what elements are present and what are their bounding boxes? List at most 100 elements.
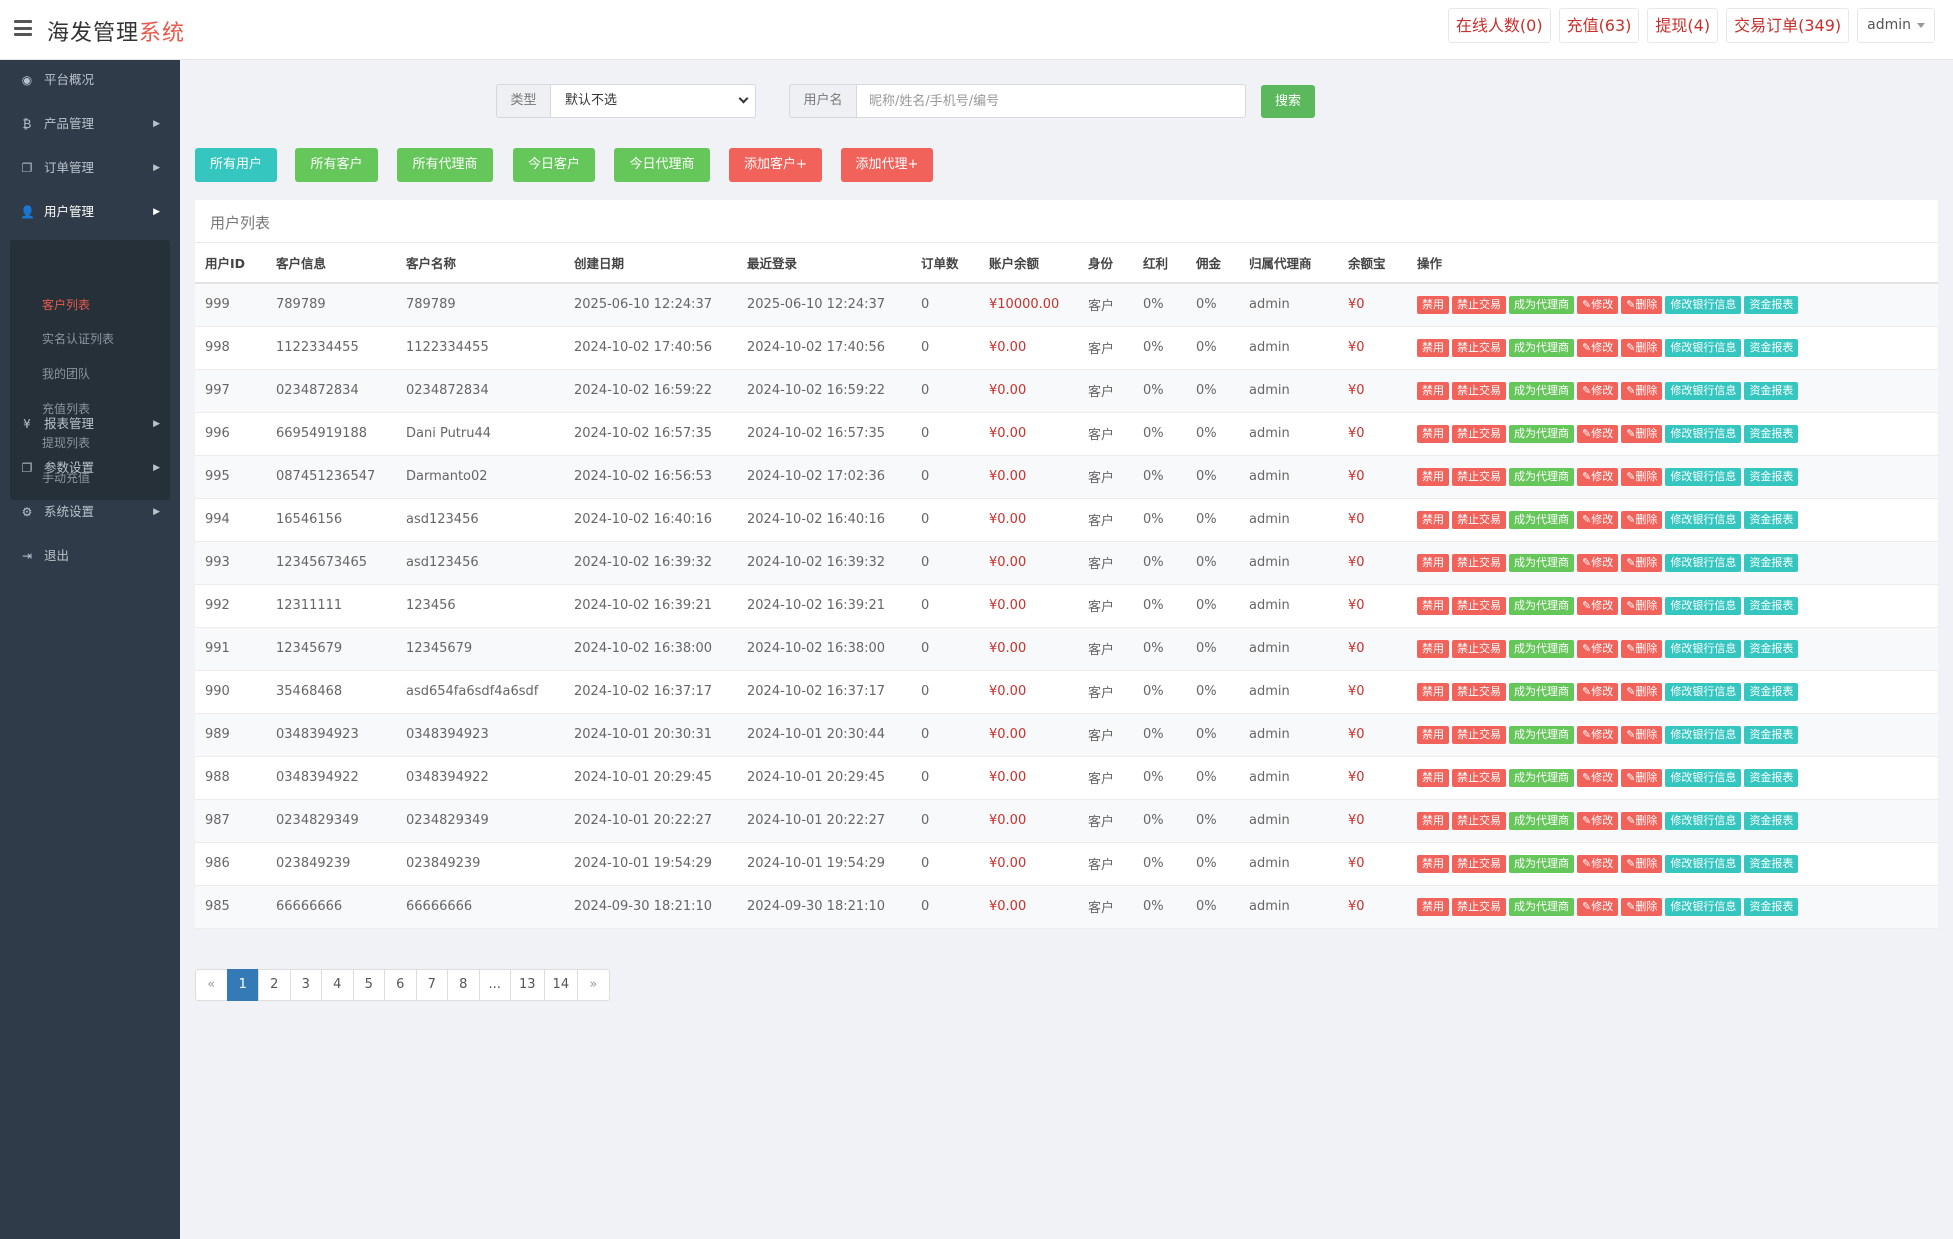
funds-report-button[interactable]: 资金报表 [1744,338,1799,357]
trade-orders-link[interactable]: 交易订单(349) [1726,8,1850,43]
page-button[interactable]: 2 [258,969,291,1001]
edit-button[interactable]: ✎修改 [1577,295,1619,314]
today-agents-button[interactable]: 今日代理商 [614,148,710,182]
delete-button[interactable]: ✎删除 [1621,811,1663,830]
edit-button[interactable]: ✎修改 [1577,596,1619,615]
delete-button[interactable]: ✎删除 [1621,295,1663,314]
disable-button[interactable]: 禁用 [1417,811,1449,830]
make-agent-button[interactable]: 成为代理商 [1509,811,1574,830]
sidebar-item-4[interactable]: 👤 用户管理 ▶ [10,192,170,232]
add-agent-button[interactable]: 添加代理+ [841,148,933,182]
edit-bank-info-button[interactable]: 修改银行信息 [1665,381,1742,400]
withdraw-count-link[interactable]: 提现(4) [1647,8,1719,43]
page-button[interactable]: 1 [226,969,259,1001]
make-agent-button[interactable]: 成为代理商 [1509,553,1574,572]
sidebar-item-8[interactable]: ⇥ 退出 [0,536,180,576]
funds-report-button[interactable]: 资金报表 [1744,424,1799,443]
ban-trading-button[interactable]: 禁止交易 [1452,510,1506,529]
ban-trading-button[interactable]: 禁止交易 [1452,295,1506,314]
make-agent-button[interactable]: 成为代理商 [1509,854,1574,873]
ban-trading-button[interactable]: 禁止交易 [1452,338,1506,357]
funds-report-button[interactable]: 资金报表 [1744,768,1799,787]
sidebar-item-2[interactable]: ₿ 产品管理 ▶ [0,104,180,144]
edit-bank-info-button[interactable]: 修改银行信息 [1665,682,1742,701]
recharge-count-link[interactable]: 充值(63) [1558,8,1640,43]
page-button[interactable]: ... [478,969,511,1001]
funds-report-button[interactable]: 资金报表 [1744,553,1799,572]
sidebar-item-6[interactable]: ❐ 参数设置 ▶ [0,448,180,488]
delete-button[interactable]: ✎删除 [1621,596,1663,615]
delete-button[interactable]: ✎删除 [1621,725,1663,744]
edit-bank-info-button[interactable]: 修改银行信息 [1665,854,1742,873]
page-button[interactable]: 7 [415,969,448,1001]
make-agent-button[interactable]: 成为代理商 [1509,295,1574,314]
make-agent-button[interactable]: 成为代理商 [1509,424,1574,443]
funds-report-button[interactable]: 资金报表 [1744,295,1799,314]
make-agent-button[interactable]: 成为代理商 [1509,596,1574,615]
user-menu-dropdown[interactable]: admin [1857,8,1935,43]
edit-bank-info-button[interactable]: 修改银行信息 [1665,811,1742,830]
sidebar-item-5[interactable]: ¥ 报表管理 ▶ [0,404,180,444]
ban-trading-button[interactable]: 禁止交易 [1452,768,1506,787]
funds-report-button[interactable]: 资金报表 [1744,854,1799,873]
edit-button[interactable]: ✎修改 [1577,467,1619,486]
funds-report-button[interactable]: 资金报表 [1744,467,1799,486]
disable-button[interactable]: 禁用 [1417,338,1449,357]
add-customer-button[interactable]: 添加客户+ [729,148,822,182]
sidebar-subitem-2[interactable]: 实名认证列表 [42,332,115,346]
edit-bank-info-button[interactable]: 修改银行信息 [1665,639,1742,658]
type-select[interactable]: 默认不选 [551,84,756,118]
make-agent-button[interactable]: 成为代理商 [1509,682,1574,701]
disable-button[interactable]: 禁用 [1417,295,1449,314]
page-button[interactable]: 5 [352,969,385,1001]
all-agents-button[interactable]: 所有代理商 [397,148,493,182]
edit-bank-info-button[interactable]: 修改银行信息 [1665,553,1742,572]
delete-button[interactable]: ✎删除 [1621,338,1663,357]
all-customers-button[interactable]: 所有客户 [295,148,378,182]
next-page-button[interactable]: » [577,969,610,1001]
ban-trading-button[interactable]: 禁止交易 [1452,897,1506,916]
edit-button[interactable]: ✎修改 [1577,811,1619,830]
disable-button[interactable]: 禁用 [1417,467,1449,486]
disable-button[interactable]: 禁用 [1417,639,1449,658]
edit-button[interactable]: ✎修改 [1577,381,1619,400]
prev-page-button[interactable]: « [195,969,228,1001]
funds-report-button[interactable]: 资金报表 [1744,639,1799,658]
funds-report-button[interactable]: 资金报表 [1744,897,1799,916]
sidebar-subitem-6[interactable]: 手动充值 [42,471,91,485]
page-button[interactable]: 13 [510,969,545,1001]
page-button[interactable]: 14 [543,969,579,1001]
delete-button[interactable]: ✎删除 [1621,510,1663,529]
edit-bank-info-button[interactable]: 修改银行信息 [1665,510,1742,529]
edit-bank-info-button[interactable]: 修改银行信息 [1665,897,1742,916]
edit-button[interactable]: ✎修改 [1577,338,1619,357]
sidebar-subitem-3[interactable]: 我的团队 [42,367,91,381]
menu-toggle-icon[interactable] [14,20,32,36]
ban-trading-button[interactable]: 禁止交易 [1452,381,1506,400]
page-button[interactable]: 8 [447,969,480,1001]
ban-trading-button[interactable]: 禁止交易 [1452,596,1506,615]
edit-button[interactable]: ✎修改 [1577,725,1619,744]
sidebar-item-7[interactable]: ⚙ 系统设置 ▶ [0,492,180,532]
sidebar-subitem-1[interactable]: 客户列表 [42,298,91,312]
funds-report-button[interactable]: 资金报表 [1744,682,1799,701]
edit-bank-info-button[interactable]: 修改银行信息 [1665,424,1742,443]
edit-button[interactable]: ✎修改 [1577,639,1619,658]
disable-button[interactable]: 禁用 [1417,510,1449,529]
sidebar-item-1[interactable]: ◉ 平台概况 [0,60,180,100]
delete-button[interactable]: ✎删除 [1621,854,1663,873]
edit-button[interactable]: ✎修改 [1577,768,1619,787]
edit-button[interactable]: ✎修改 [1577,424,1619,443]
sidebar-subitem-5[interactable]: 提现列表 [42,436,91,450]
edit-bank-info-button[interactable]: 修改银行信息 [1665,467,1742,486]
disable-button[interactable]: 禁用 [1417,682,1449,701]
make-agent-button[interactable]: 成为代理商 [1509,338,1574,357]
funds-report-button[interactable]: 资金报表 [1744,596,1799,615]
ban-trading-button[interactable]: 禁止交易 [1452,811,1506,830]
make-agent-button[interactable]: 成为代理商 [1509,510,1574,529]
disable-button[interactable]: 禁用 [1417,381,1449,400]
edit-button[interactable]: ✎修改 [1577,682,1619,701]
today-customers-button[interactable]: 今日客户 [513,148,595,182]
ban-trading-button[interactable]: 禁止交易 [1452,553,1506,572]
disable-button[interactable]: 禁用 [1417,854,1449,873]
